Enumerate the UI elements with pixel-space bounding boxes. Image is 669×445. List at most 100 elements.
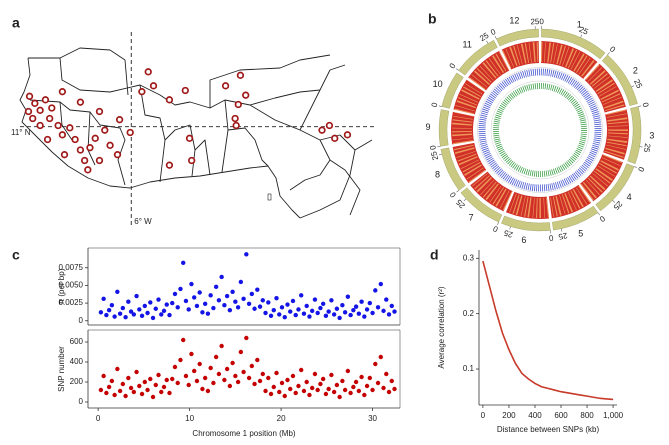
chromosome-label: 5 [578, 229, 583, 239]
heatmap-texture [468, 51, 510, 91]
point [131, 389, 137, 395]
point [274, 370, 279, 376]
x-tick-label: 200 [502, 411, 516, 420]
point [145, 310, 150, 316]
point [170, 300, 175, 306]
coastline [19, 57, 301, 219]
map-outline [19, 47, 373, 219]
point [211, 305, 216, 311]
sample-site [25, 92, 34, 100]
sample-site [231, 114, 239, 123]
point [362, 392, 367, 398]
x-tick-label: 800 [580, 411, 594, 420]
chromosome [440, 147, 466, 191]
chromosome [501, 215, 551, 232]
tick-label: 0 [608, 45, 618, 55]
point [109, 303, 115, 308]
point [370, 387, 375, 393]
point [233, 373, 238, 379]
panel-label: d [430, 247, 439, 263]
point [112, 314, 117, 319]
point [109, 378, 115, 384]
point [386, 312, 392, 317]
point [216, 298, 222, 303]
point [159, 389, 164, 395]
point [318, 305, 323, 311]
point [309, 385, 315, 391]
point [153, 306, 158, 311]
point [378, 281, 383, 287]
chromosome [460, 187, 503, 223]
point [389, 303, 394, 309]
sample-site [43, 135, 52, 144]
point [277, 389, 282, 395]
point [353, 304, 359, 309]
point [175, 305, 180, 310]
point [167, 390, 172, 396]
chromosome [552, 205, 599, 231]
point [200, 310, 205, 315]
point [194, 378, 200, 384]
point [288, 309, 293, 314]
point [219, 343, 224, 349]
point [288, 386, 293, 392]
point [134, 293, 139, 299]
point [266, 375, 271, 381]
chromosome [595, 163, 635, 212]
track [493, 83, 587, 177]
point [257, 378, 263, 384]
y-tick-label: 0.0075 [59, 263, 84, 272]
sample-site [76, 98, 85, 106]
point [299, 293, 304, 298]
sample-site [48, 104, 56, 112]
tick-mark [455, 68, 459, 71]
point [326, 386, 331, 392]
point [219, 274, 224, 280]
point [197, 361, 202, 367]
point [249, 291, 255, 297]
point [373, 288, 378, 293]
sample-site [76, 146, 85, 154]
point [320, 376, 326, 382]
point [331, 389, 337, 395]
point [340, 303, 345, 308]
point [161, 308, 167, 314]
point [271, 384, 276, 390]
point [304, 303, 309, 309]
point [131, 312, 137, 317]
point [235, 305, 241, 310]
point [290, 373, 296, 379]
point [274, 295, 279, 301]
point [139, 391, 145, 397]
point [222, 377, 227, 383]
chromosome-label: 8 [435, 170, 440, 180]
y-tick-label: 600 [70, 337, 84, 346]
tick-label: 0 [636, 166, 646, 174]
point [142, 379, 147, 385]
point [230, 360, 235, 366]
point [189, 281, 194, 287]
point [348, 312, 353, 318]
point [238, 349, 244, 355]
point [98, 310, 104, 315]
point [142, 303, 147, 309]
sample-site [185, 134, 194, 142]
sample-site [60, 151, 69, 159]
point [257, 304, 263, 309]
sample-site [29, 114, 37, 123]
sample-site [242, 91, 250, 99]
sample-site [165, 96, 174, 104]
sample-site [234, 100, 242, 109]
chromosome-label: 12 [509, 15, 519, 25]
tick-label: 25 [557, 231, 568, 242]
y-tick-label: 0 [79, 397, 84, 406]
point [277, 312, 282, 317]
point [334, 382, 340, 388]
point [241, 296, 246, 302]
point [235, 379, 241, 385]
point [153, 382, 158, 388]
point [296, 383, 301, 389]
point [241, 369, 246, 375]
point [312, 371, 318, 377]
point [370, 310, 375, 316]
